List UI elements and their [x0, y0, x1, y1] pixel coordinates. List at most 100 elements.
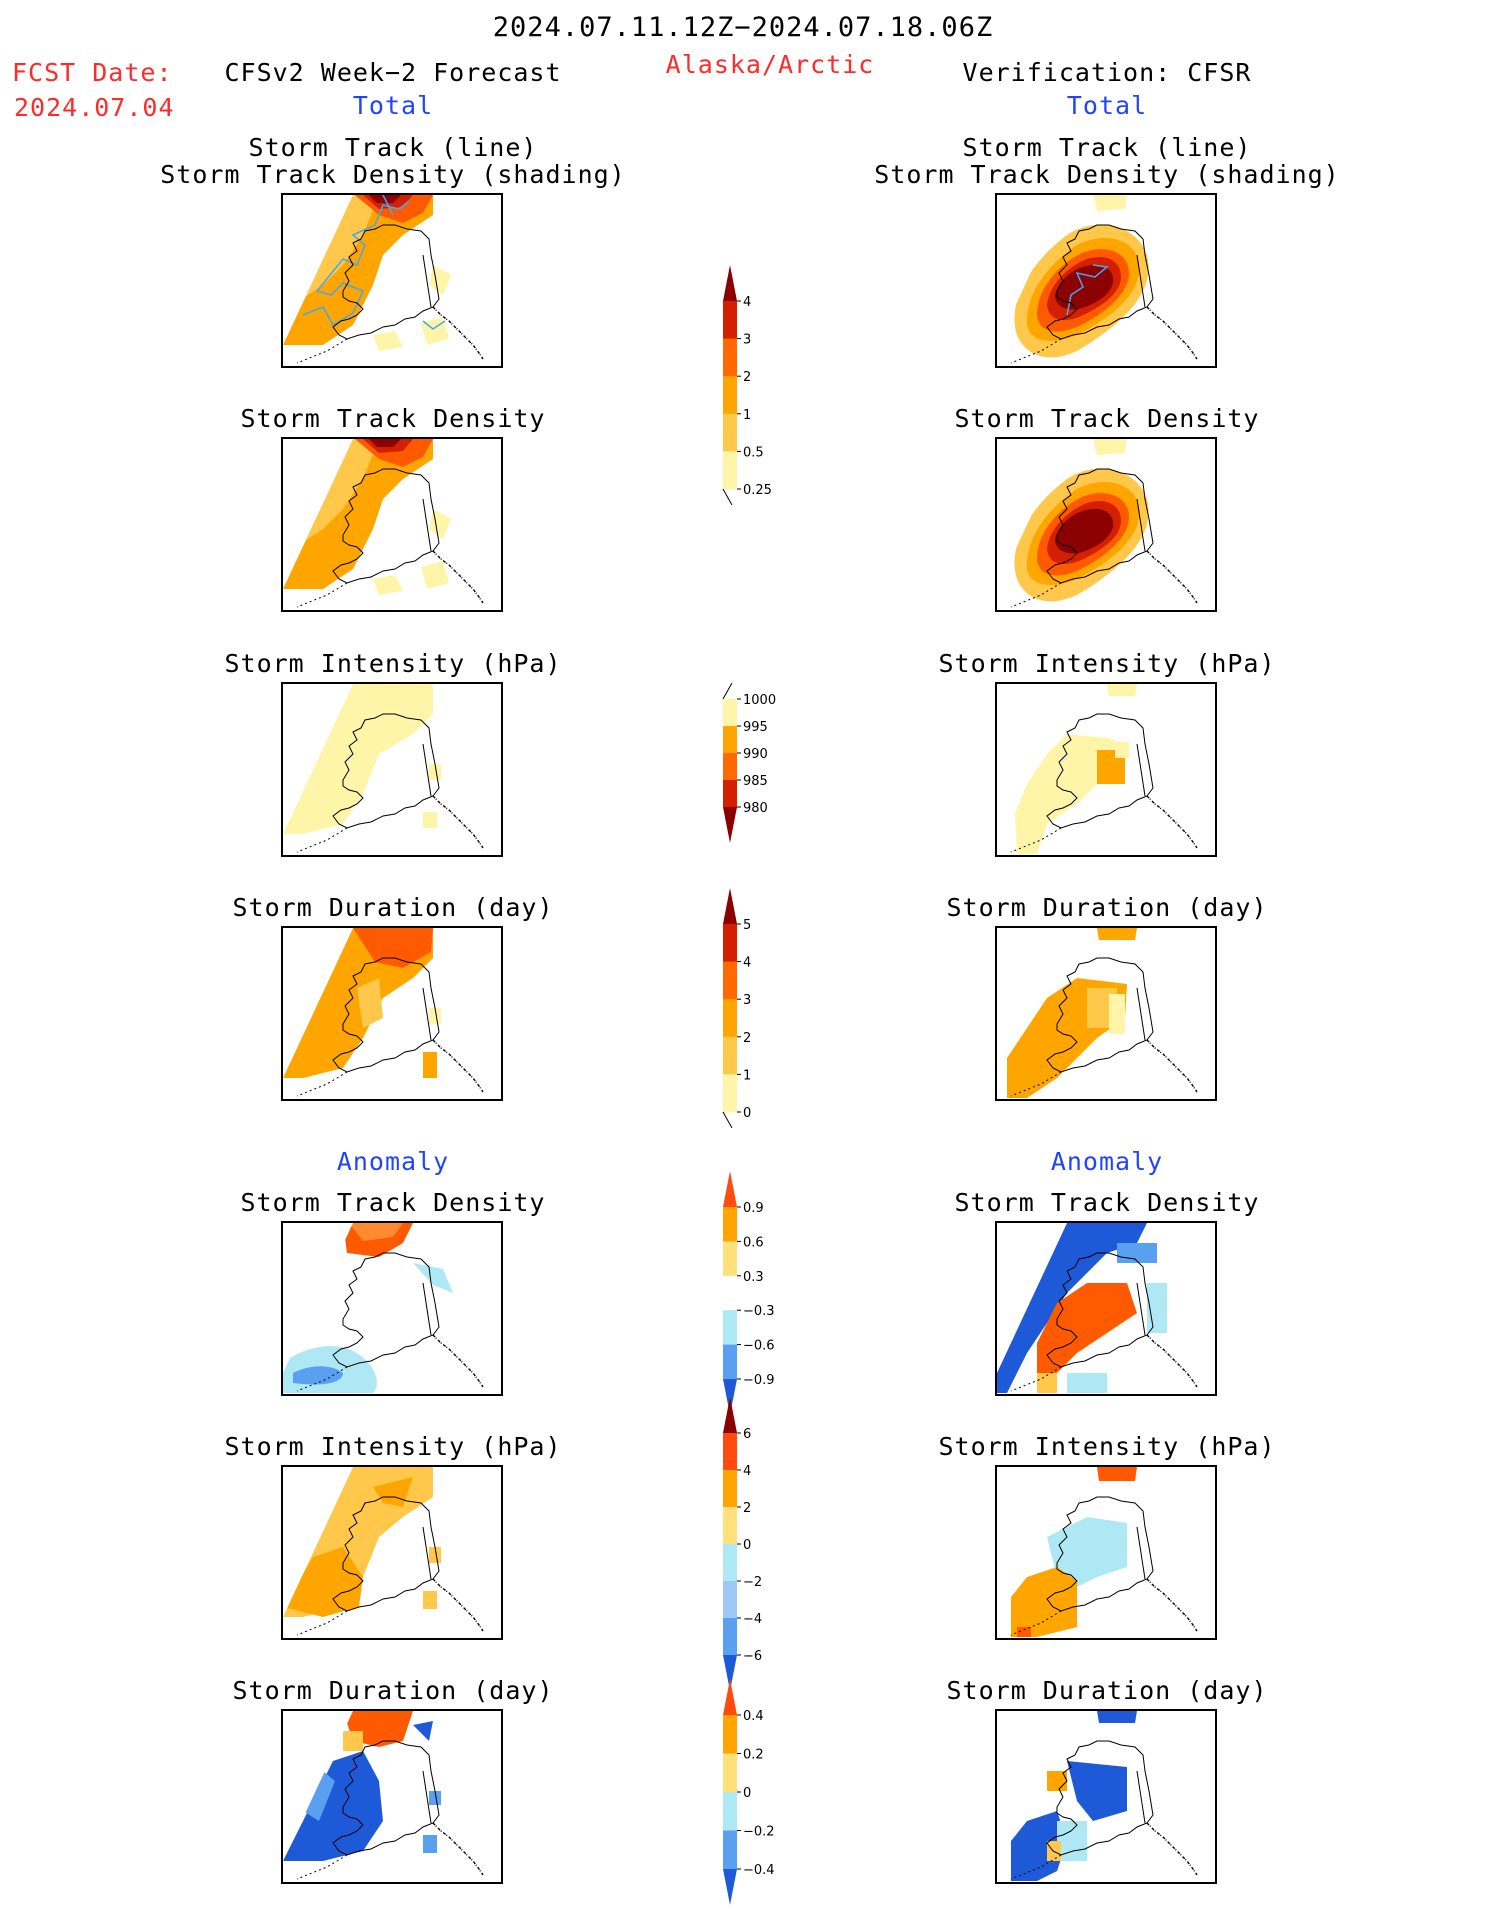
map-canvas: [997, 1467, 1215, 1637]
domain-mask-right: [1147, 1223, 1215, 1356]
colorbar-tick-label: −0.6: [743, 1339, 775, 1354]
colorbar-tick-label: 0.9: [743, 1201, 764, 1216]
panhandle-coastline: [432, 306, 484, 360]
panel-title-density-right: Storm Track Density: [954, 404, 1260, 433]
shaded-region: [429, 265, 451, 295]
colorbar-segment: [723, 1581, 737, 1619]
colorbar-tick-label: −0.2: [743, 1825, 775, 1840]
map-track-verification: [995, 193, 1217, 368]
panhandle-coastline: [432, 1039, 484, 1093]
shaded-cell: [1037, 1373, 1057, 1393]
shaded-region: [373, 575, 403, 595]
shaded-region: [413, 1721, 433, 1741]
region-title: Alaska/Arctic: [665, 50, 875, 79]
domain-mask-left: [283, 1223, 353, 1373]
aleutian-islands: [1010, 1071, 1062, 1097]
colorbar-tick-label: 1000: [743, 693, 776, 708]
colorbar-segment: [723, 1618, 737, 1656]
shaded-region: [349, 1223, 403, 1241]
aleutian-islands: [296, 827, 348, 853]
colorbar-segment: [723, 413, 737, 452]
shaded-cell: [423, 1835, 437, 1853]
shaded-region: [1067, 1761, 1127, 1821]
colorbar-arrow-top: [723, 265, 737, 301]
domain-mask-right: [1147, 1467, 1215, 1600]
map-anom-intensity-forecast: [281, 1465, 503, 1640]
map-density-verification: [995, 437, 1217, 612]
colorbar-arrow-top: [723, 1397, 737, 1433]
canada-border: [422, 987, 432, 1041]
domain-mask-right: [1147, 439, 1215, 572]
colorbar-arrow-bottom: [723, 807, 737, 843]
map-duration-verification: [995, 926, 1217, 1101]
colorbar-segment: [723, 1036, 737, 1075]
storm-track-line: [302, 195, 446, 330]
domain-mask-left: [997, 928, 1067, 1078]
colorbar-arrow-top: [723, 1679, 737, 1715]
map-canvas: [283, 1467, 501, 1636]
colorbar-tick-label: 995: [743, 720, 768, 735]
colorbar-intensity-anomaly: 6 4 2 0 −2 −4 −6: [700, 1397, 790, 1695]
shaded-region: [413, 1263, 453, 1293]
colorbar-tick-label: 2: [743, 1501, 751, 1516]
colorbar-tick-label: −0.3: [743, 1304, 775, 1319]
shaded-region: [293, 1366, 343, 1385]
colorbar-duration-anomaly: 0.4 0.2 0 −0.2 −0.4: [700, 1679, 790, 1909]
fcst-date-value: 2024.07.04: [14, 93, 175, 122]
colorbar-segment: [723, 780, 737, 808]
shaded-cell: [1109, 994, 1125, 1034]
map-canvas: [997, 928, 1215, 1098]
map-intensity-forecast: [281, 682, 503, 857]
colorbar-tick-label: 0.6: [743, 1235, 764, 1250]
canada-border: [422, 254, 432, 308]
shaded-region: [1107, 684, 1137, 696]
panel-title-track-shading-right: Storm Track Density (shading): [874, 160, 1340, 189]
colorbar-segment: [723, 1830, 737, 1870]
shaded-region: [1093, 439, 1127, 455]
colorbar-segment: [723, 1544, 737, 1582]
shaded-cell: [1117, 1243, 1157, 1263]
colorbar-tail-bottom: [722, 488, 733, 506]
panhandle-coastline: [432, 1334, 484, 1388]
panhandle-coastline: [1146, 306, 1198, 360]
colorbar-segment: [723, 1310, 737, 1346]
canada-border: [1136, 1526, 1146, 1580]
map-canvas: [997, 684, 1215, 854]
storm-track-line: [1066, 264, 1109, 316]
panel-title-intensity-left: Storm Intensity (hPa): [224, 649, 562, 678]
panel-title-anom-intensity-right: Storm Intensity (hPa): [938, 1432, 1276, 1461]
colorbar-segment: [723, 338, 737, 377]
shaded-region: [1047, 1517, 1127, 1587]
colorbar-tick-label: 0.4: [743, 1709, 764, 1724]
map-canvas: [283, 1223, 501, 1393]
domain-mask-left: [997, 195, 1067, 345]
shaded-region: [283, 684, 433, 834]
panel-title-track-line-right: Storm Track (line): [962, 133, 1252, 162]
colorbar-tick-label: 1: [743, 1068, 751, 1083]
aleutian-islands: [296, 1610, 348, 1636]
map-density-forecast: [281, 437, 503, 612]
colorbar-tick-label: 985: [743, 774, 768, 789]
shaded-region: [421, 317, 449, 345]
colorbar-tick-label: 2: [743, 370, 751, 385]
panel-title-track-shading-left: Storm Track Density (shading): [160, 160, 626, 189]
domain-mask-right: [433, 1711, 501, 1844]
canada-border: [422, 1770, 432, 1824]
domain-mask-left: [997, 1223, 1067, 1373]
right-column-title: Verification: CFSR: [962, 58, 1252, 87]
map-canvas: [283, 684, 501, 853]
colorbar-tick-label: 0: [743, 1786, 751, 1801]
colorbar-segment: [723, 1715, 737, 1754]
panel-title-intensity-right: Storm Intensity (hPa): [938, 649, 1276, 678]
left-total-label: Total: [352, 91, 434, 120]
shaded-cell: [429, 1791, 441, 1805]
panhandle-coastline: [1146, 550, 1198, 604]
colorbar-tick-label: 4: [743, 956, 751, 971]
map-canvas: [283, 195, 501, 364]
shaded-region: [421, 561, 449, 589]
colorbar-tick-label: 0.5: [743, 445, 764, 460]
panhandle-coastline: [432, 795, 484, 849]
panel-title-anom-duration-right: Storm Duration (day): [946, 1676, 1268, 1705]
anomaly-label-right: Anomaly: [1050, 1147, 1164, 1176]
colorbar-tick-label: 980: [743, 801, 768, 816]
